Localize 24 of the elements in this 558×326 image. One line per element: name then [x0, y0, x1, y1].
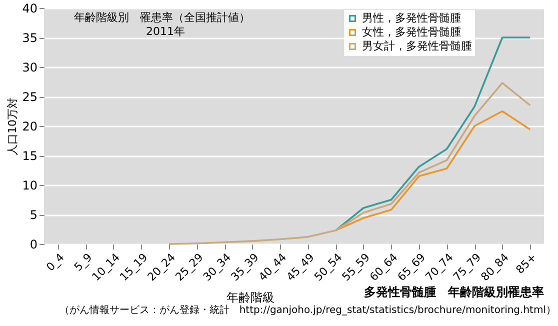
x-tick-label: 85+	[513, 250, 540, 276]
legend-label: 男性，多発性骨髄腫	[362, 12, 461, 24]
x-axis-title: 年齢階級	[226, 290, 274, 304]
y-tick-label: 25	[22, 90, 38, 104]
y-tick-label: 0	[30, 238, 38, 252]
y-tick-label: 5	[30, 208, 38, 222]
x-tick-label: 0_4	[44, 250, 67, 274]
y-tick-label: 20	[22, 120, 38, 134]
y-tick-label: 35	[22, 31, 38, 45]
line-series	[168, 82, 532, 245]
x-tick-label: 5_9	[72, 250, 95, 274]
line-series	[334, 110, 532, 232]
line-series	[334, 36, 532, 232]
text: （がん情報サービス：がん登録・統計 http://ganjoho.jp/reg_stat/statistics/brochure/monitoring.html）	[59, 304, 556, 316]
y-tick-label: 40	[22, 2, 38, 16]
y-axis-title: 人口10万対	[6, 98, 20, 156]
text: 2011年	[146, 25, 185, 38]
text: 多発性骨髄腫 年齢階級別罹患率	[364, 285, 544, 299]
legend-label: 女性，多発性骨髄腫	[362, 26, 461, 38]
y-tick-label: 15	[22, 149, 38, 163]
y-tick-label: 10	[22, 178, 38, 192]
y-tick-label: 30	[22, 60, 38, 74]
legend-label: 男女計，多発性骨髄腫	[362, 40, 472, 52]
chart-title: 年齢階級別 罹患率（全国推計値）	[74, 11, 250, 24]
